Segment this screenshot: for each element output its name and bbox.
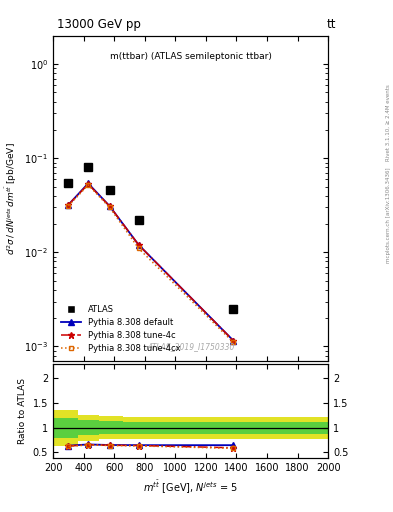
X-axis label: $m^{t\bar{t}}$ [GeV], $N^{jets}$ = 5: $m^{t\bar{t}}$ [GeV], $N^{jets}$ = 5: [143, 479, 238, 496]
ATLAS: [66, 180, 71, 186]
Pythia 8.308 tune-4cx: [136, 245, 141, 251]
Text: tt: tt: [327, 18, 336, 31]
Line: Pythia 8.308 tune-4c: Pythia 8.308 tune-4c: [65, 181, 237, 344]
Pythia 8.308 tune-4c: [86, 181, 90, 187]
ATLAS: [107, 187, 112, 193]
Pythia 8.308 tune-4cx: [107, 204, 112, 210]
Y-axis label: $d^2\sigma\,/\,dN^{jets}\,dm^{t\bar{t}}$ [pb/GeV]: $d^2\sigma\,/\,dN^{jets}\,dm^{t\bar{t}}$…: [3, 142, 18, 255]
Text: m(ttbar) (ATLAS semileptonic ttbar): m(ttbar) (ATLAS semileptonic ttbar): [110, 52, 272, 61]
Legend: ATLAS, Pythia 8.308 default, Pythia 8.308 tune-4c, Pythia 8.308 tune-4cx: ATLAS, Pythia 8.308 default, Pythia 8.30…: [57, 302, 184, 357]
Y-axis label: Ratio to ATLAS: Ratio to ATLAS: [18, 378, 27, 444]
Pythia 8.308 default: [66, 202, 71, 208]
Pythia 8.308 tune-4c: [231, 337, 236, 344]
Line: Pythia 8.308 tune-4cx: Pythia 8.308 tune-4cx: [66, 182, 236, 345]
Pythia 8.308 tune-4c: [66, 202, 71, 208]
Line: ATLAS: ATLAS: [64, 163, 237, 313]
Pythia 8.308 tune-4cx: [66, 203, 71, 209]
Pythia 8.308 default: [231, 337, 236, 344]
Pythia 8.308 default: [86, 180, 90, 186]
Pythia 8.308 tune-4cx: [86, 182, 90, 188]
Pythia 8.308 default: [136, 242, 141, 248]
Text: Rivet 3.1.10, ≥ 2.4M events: Rivet 3.1.10, ≥ 2.4M events: [386, 84, 391, 161]
Text: ATLAS_2019_I1750330: ATLAS_2019_I1750330: [147, 342, 234, 351]
ATLAS: [86, 164, 90, 170]
ATLAS: [231, 306, 236, 312]
Pythia 8.308 default: [107, 203, 112, 209]
Text: mcplots.cern.ch [arXiv:1306.3436]: mcplots.cern.ch [arXiv:1306.3436]: [386, 167, 391, 263]
Pythia 8.308 tune-4c: [136, 242, 141, 248]
Pythia 8.308 tune-4c: [107, 203, 112, 209]
ATLAS: [136, 217, 141, 223]
Line: Pythia 8.308 default: Pythia 8.308 default: [66, 181, 236, 344]
Pythia 8.308 tune-4cx: [231, 339, 236, 346]
Text: 13000 GeV pp: 13000 GeV pp: [57, 18, 141, 31]
